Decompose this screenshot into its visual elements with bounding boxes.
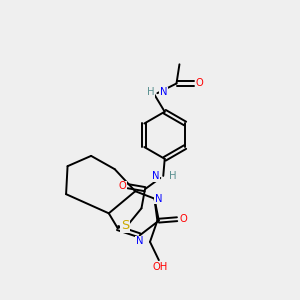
Text: O: O xyxy=(179,214,187,224)
Text: O: O xyxy=(119,181,127,191)
Text: H: H xyxy=(147,87,154,97)
Text: N: N xyxy=(160,87,167,97)
Text: H: H xyxy=(169,171,176,181)
Text: N: N xyxy=(136,236,143,246)
Text: S: S xyxy=(121,220,129,232)
Text: N: N xyxy=(155,194,163,204)
Text: N: N xyxy=(152,171,160,181)
Text: OH: OH xyxy=(153,262,168,272)
Text: O: O xyxy=(196,79,203,88)
